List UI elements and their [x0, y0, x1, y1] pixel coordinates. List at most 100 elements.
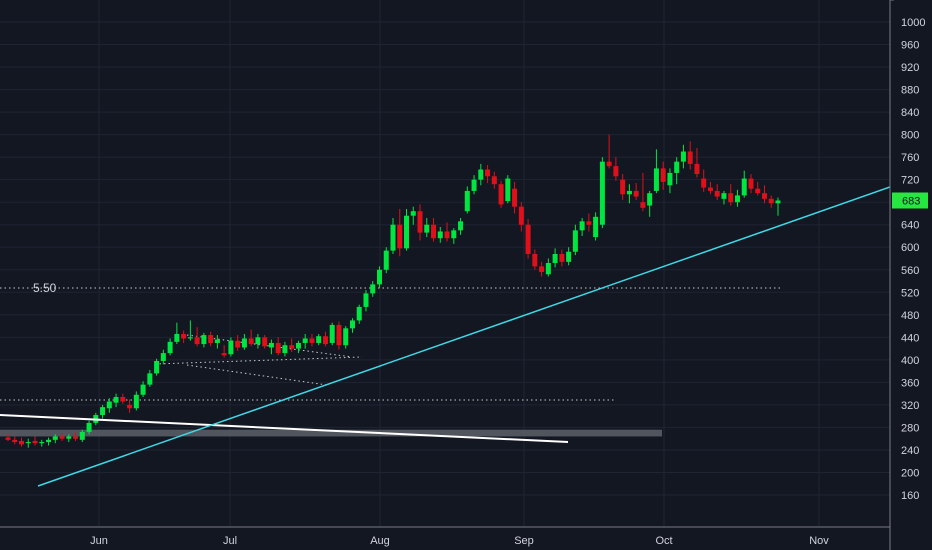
- candle: [680, 144, 686, 169]
- candle: [275, 337, 281, 356]
- current-price-label: 683: [902, 196, 920, 208]
- candle-body: [707, 187, 713, 191]
- candle: [268, 339, 274, 355]
- candle: [707, 181, 713, 195]
- support-zone: [0, 429, 662, 437]
- candle-body: [755, 188, 761, 194]
- candle-body: [734, 195, 740, 203]
- candle-body: [437, 231, 443, 239]
- candle: [525, 219, 531, 259]
- candle-body: [606, 161, 612, 167]
- y-tick-label: 800: [901, 130, 919, 142]
- candle-body: [336, 324, 342, 346]
- candle: [593, 212, 599, 241]
- candle-body: [626, 190, 632, 195]
- candle: [539, 261, 545, 277]
- white-trendline: [0, 414, 569, 443]
- candle: [59, 433, 65, 441]
- candle: [458, 217, 464, 235]
- candle: [687, 141, 693, 170]
- y-tick-label: 640: [901, 220, 919, 232]
- candle-body: [194, 337, 200, 345]
- candle: [302, 333, 308, 349]
- candle-body: [721, 193, 727, 199]
- candle-body: [120, 397, 126, 402]
- candle-body: [572, 230, 578, 252]
- candle-body: [376, 269, 382, 285]
- x-tick-label: Oct: [655, 535, 672, 547]
- candle: [140, 381, 146, 398]
- candle: [444, 222, 450, 242]
- candle: [451, 228, 457, 244]
- candle-body: [32, 440, 38, 444]
- candle-body: [404, 215, 410, 249]
- candle: [674, 157, 680, 185]
- candle-body: [52, 436, 58, 440]
- price-axis[interactable]: 1000960920880840800760720680640600560520…: [889, 0, 928, 550]
- candle-body: [208, 335, 214, 343]
- candle: [545, 258, 551, 277]
- candle-body: [586, 221, 592, 225]
- candle-body: [275, 342, 281, 354]
- candle: [32, 436, 38, 446]
- candle-body: [201, 335, 207, 345]
- candle: [174, 322, 180, 345]
- candle-body: [113, 397, 119, 403]
- candle-body: [485, 169, 491, 177]
- candle-body: [498, 184, 504, 205]
- candle: [235, 335, 241, 351]
- candle: [79, 429, 85, 443]
- candle: [322, 331, 328, 347]
- candle-body: [633, 190, 639, 197]
- candles: [5, 134, 781, 448]
- drawing-layer: 5.50: [0, 281, 783, 437]
- candle: [167, 338, 173, 356]
- candle: [775, 197, 781, 216]
- candle: [404, 208, 410, 251]
- candle-body: [478, 169, 484, 180]
- candle-body: [174, 333, 180, 342]
- candle-body: [613, 166, 619, 177]
- candle-body: [329, 324, 335, 343]
- candle-body: [356, 306, 362, 321]
- candle: [464, 186, 470, 214]
- candle: [160, 349, 166, 365]
- candle: [370, 281, 376, 297]
- candle-body: [343, 328, 349, 346]
- time-axis[interactable]: Jun Jul Aug Sep Oct Nov: [0, 526, 890, 547]
- candle-body: [167, 341, 173, 354]
- candle: [518, 202, 524, 232]
- candle-body: [417, 211, 423, 233]
- y-tick-label: 960: [901, 40, 919, 52]
- candle-body: [512, 188, 518, 207]
- y-tick-label: 560: [901, 265, 919, 277]
- channel-line: [186, 364, 328, 386]
- candle-body: [66, 436, 72, 439]
- candle: [734, 189, 740, 207]
- candle: [25, 438, 31, 448]
- candle-body: [181, 333, 187, 339]
- candle: [241, 333, 247, 350]
- candle-body: [140, 384, 146, 395]
- candle-body: [532, 253, 538, 267]
- candle: [606, 134, 612, 169]
- candle: [248, 329, 254, 347]
- candle-body: [741, 178, 747, 196]
- candle: [613, 157, 619, 181]
- candle-body: [390, 224, 396, 251]
- candle-body: [640, 202, 646, 208]
- candle-body: [160, 353, 166, 361]
- candle-body: [761, 193, 767, 199]
- candle: [721, 190, 727, 205]
- candle: [66, 434, 72, 443]
- candle: [214, 335, 220, 349]
- candle-body: [241, 338, 247, 348]
- candle-body: [154, 360, 160, 374]
- candle-body: [235, 340, 241, 348]
- candle: [100, 404, 106, 419]
- candle: [410, 206, 416, 225]
- candle: [397, 208, 403, 257]
- candle: [485, 165, 491, 184]
- candle: [255, 333, 261, 349]
